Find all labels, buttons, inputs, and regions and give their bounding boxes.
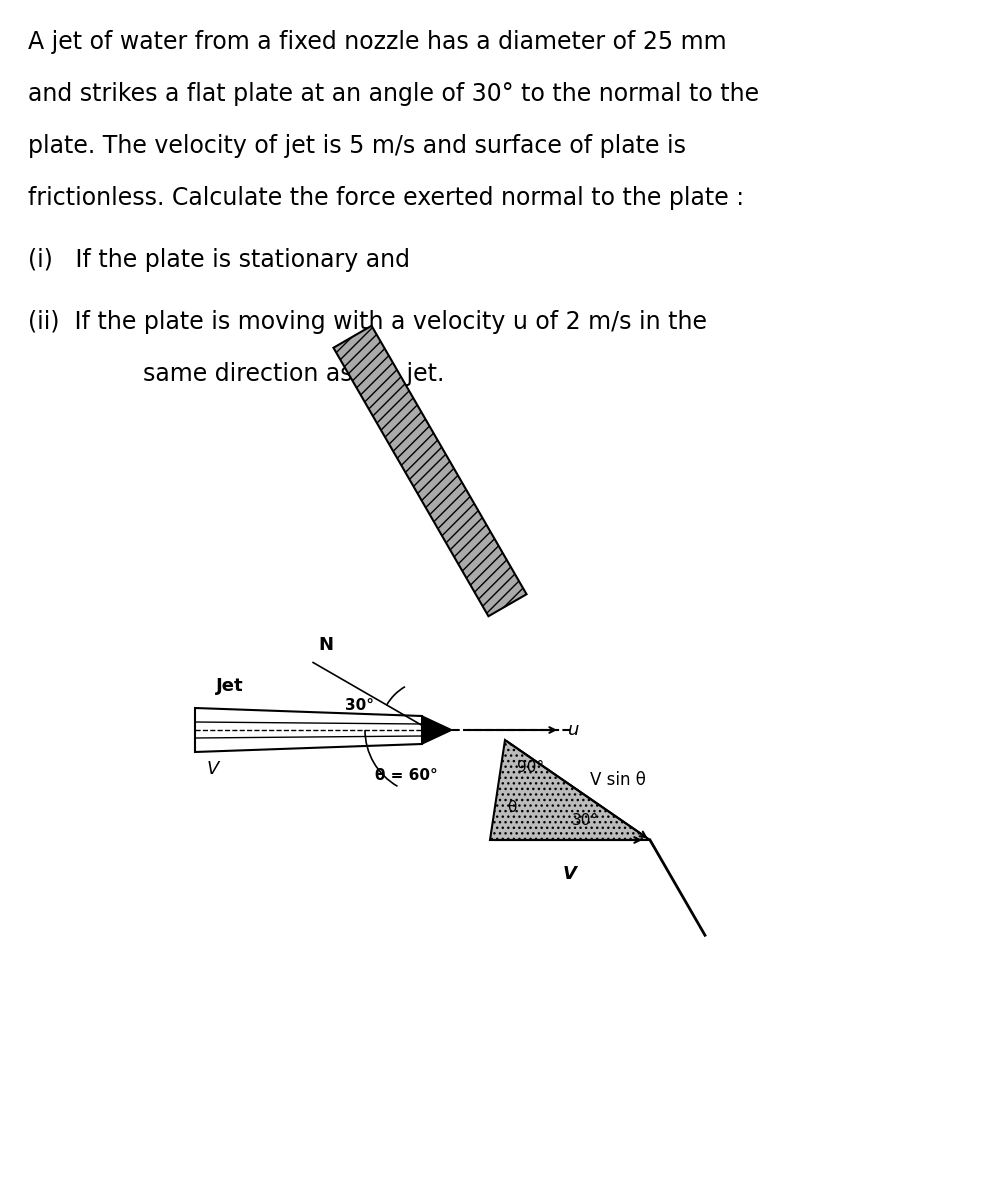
- Text: 30°: 30°: [345, 698, 375, 712]
- Polygon shape: [422, 716, 452, 743]
- Polygon shape: [490, 740, 650, 839]
- Text: plate. The velocity of jet is 5 m/s and surface of plate is: plate. The velocity of jet is 5 m/s and …: [28, 135, 686, 159]
- Text: u: u: [568, 721, 580, 739]
- Text: frictionless. Calculate the force exerted normal to the plate :: frictionless. Calculate the force exerte…: [28, 186, 744, 210]
- Polygon shape: [195, 709, 422, 752]
- Text: (ii)  If the plate is moving with a velocity u of 2 m/s in the: (ii) If the plate is moving with a veloc…: [28, 310, 707, 334]
- Text: V: V: [207, 760, 219, 778]
- Text: V: V: [563, 865, 577, 883]
- Text: and strikes a flat plate at an angle of 30° to the normal to the: and strikes a flat plate at an angle of …: [28, 82, 759, 106]
- Text: θ = 60°: θ = 60°: [375, 767, 438, 783]
- Text: same direction as the jet.: same direction as the jet.: [83, 362, 445, 386]
- Polygon shape: [333, 325, 527, 616]
- Text: 90°: 90°: [517, 760, 544, 775]
- Text: θ: θ: [508, 800, 517, 815]
- Text: 30°: 30°: [572, 813, 599, 827]
- Text: (i)   If the plate is stationary and: (i) If the plate is stationary and: [28, 247, 410, 271]
- Text: N: N: [318, 637, 333, 655]
- Text: A jet of water from a fixed nozzle has a diameter of 25 mm: A jet of water from a fixed nozzle has a…: [28, 30, 727, 54]
- Text: Jet: Jet: [216, 677, 244, 695]
- Text: V sin θ: V sin θ: [590, 771, 646, 789]
